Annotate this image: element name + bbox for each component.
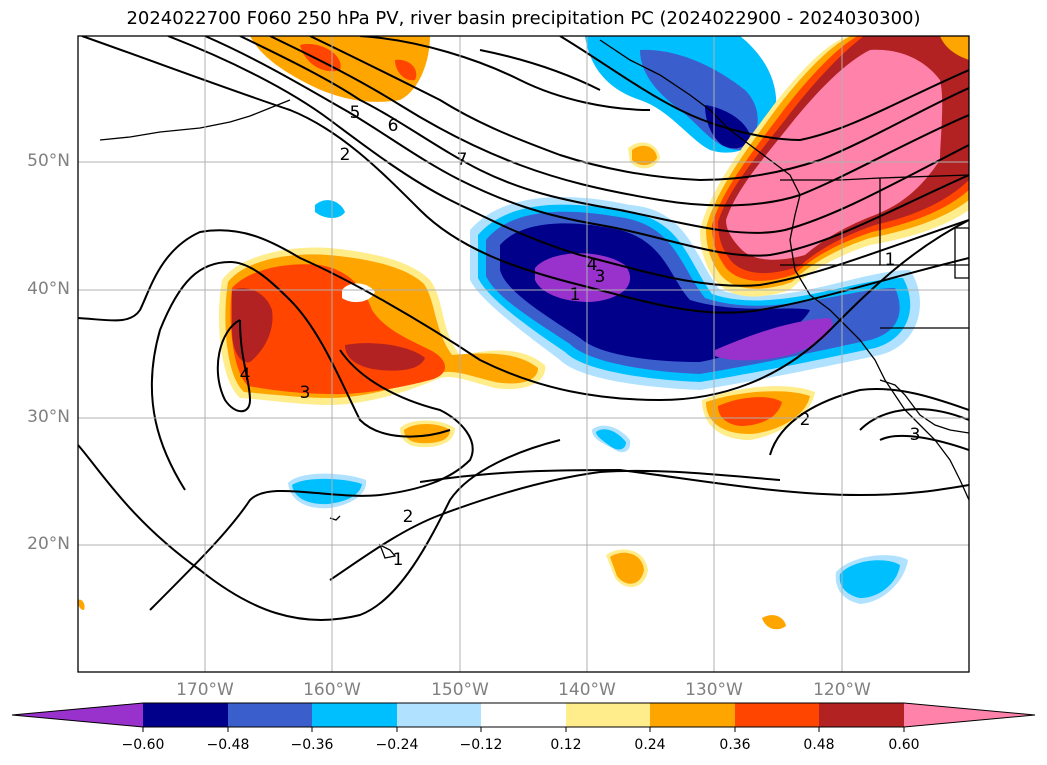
pv-contours: [78, 36, 969, 621]
colorbar-lower-extension: [12, 703, 143, 727]
lat-label-30n: 30°N: [27, 407, 70, 427]
lat-label-50n: 50°N: [27, 151, 70, 171]
colorbar-segment: [819, 703, 904, 727]
colorbar-segment: [735, 703, 819, 727]
contour-label-2: 2: [340, 145, 351, 165]
coastlines: [99, 39, 969, 559]
colorbar-tick-label: 0.48: [803, 737, 835, 753]
negative-anomaly-northeast: [288, 36, 908, 604]
colorbar-tick-label: 0.60: [888, 737, 920, 753]
contour-label-3: 3: [595, 267, 606, 287]
contour-label-5: 5: [350, 103, 361, 123]
contour-label-3-east: 3: [910, 425, 921, 445]
contour-label-1-east: 1: [885, 250, 896, 270]
lat-label-20n: 20°N: [27, 534, 70, 554]
contour-label-1-south: 1: [393, 550, 404, 570]
lon-label-140w: 140°W: [558, 680, 616, 700]
colorbar-tick-label: −0.48: [206, 737, 250, 753]
lon-label-160w: 160°W: [303, 680, 361, 700]
colorbar-segment: [143, 703, 228, 727]
contour-label-6: 6: [388, 116, 399, 136]
colorbar: [11, 702, 1036, 732]
graticule: [78, 36, 969, 672]
contour-label-1: 1: [570, 285, 581, 305]
colorbar-upper-extension: [904, 703, 1035, 727]
colorbar-tick-label: −0.12: [459, 737, 503, 753]
colorbar-segment: [481, 703, 566, 727]
lat-label-40n: 40°N: [27, 279, 70, 299]
colorbar-segment: [228, 703, 312, 727]
lon-label-150w: 150°W: [431, 680, 489, 700]
lon-label-170w: 170°W: [176, 680, 234, 700]
colorbar-tick-label: 0.12: [550, 737, 582, 753]
colorbar-tick-label: 0.36: [719, 737, 751, 753]
lon-label-120w: 120°W: [813, 680, 871, 700]
contour-label-2-south: 2: [403, 507, 414, 527]
lon-label-130w: 130°W: [685, 680, 743, 700]
contour-label-3-west: 3: [300, 383, 311, 403]
colorbar-segment: [650, 703, 735, 727]
contour-label-7: 7: [457, 150, 468, 170]
colorbar-tick-label: −0.24: [375, 737, 419, 753]
map-frame: [77, 35, 970, 673]
contour-label-4-west: 4: [240, 365, 251, 385]
colorbar-tick-label: −0.36: [290, 737, 334, 753]
colorbar-tick-label: 0.24: [634, 737, 666, 753]
colorbar-segment: [312, 703, 397, 727]
contour-label-4: 4: [587, 255, 598, 275]
colorbar-segment: [397, 703, 481, 727]
colorbar-segment: [566, 703, 650, 727]
contour-label-2-east: 2: [800, 410, 811, 430]
colorbar-tick-label: −0.60: [121, 737, 165, 753]
chart-title: 2024022700 F060 250 hPa PV, river basin …: [126, 8, 921, 29]
